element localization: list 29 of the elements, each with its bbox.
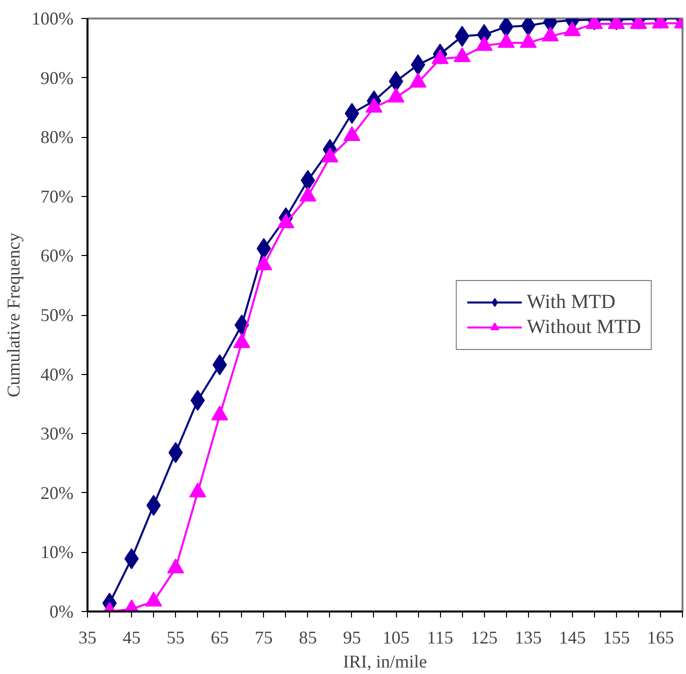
x-tick-label: 65: [210, 628, 229, 648]
y-tick-label: 10%: [40, 542, 74, 562]
x-tick-label: 95: [342, 628, 361, 648]
x-tick-label: 125: [470, 628, 498, 648]
x-tick-label: 55: [166, 628, 185, 648]
x-tick-label: 105: [382, 628, 410, 648]
x-tick-label: 75: [254, 628, 273, 648]
legend-label: Without MTD: [526, 316, 641, 338]
y-tick-label: 50%: [40, 305, 74, 325]
x-axis-title: IRI, in/mile: [343, 652, 428, 672]
y-tick-label: 100%: [32, 8, 74, 28]
legend-label: With MTD: [526, 290, 616, 314]
x-tick-label: 35: [78, 628, 96, 648]
y-tick-label: 40%: [40, 364, 74, 384]
x-tick-label: 145: [558, 628, 586, 648]
y-tick-label: 80%: [40, 127, 74, 148]
y-tick-label: 90%: [40, 68, 74, 88]
x-tick-label: 135: [514, 628, 542, 648]
y-tick-label: 20%: [40, 482, 74, 503]
y-tick-label: 60%: [40, 246, 74, 266]
y-tick-label: 70%: [40, 186, 74, 206]
x-tick-label: 165: [646, 628, 674, 648]
y-tick-label: 0%: [50, 602, 74, 622]
x-tick-label: 85: [298, 628, 317, 648]
y-axis-title: Cumulative Frequency: [4, 232, 24, 398]
x-tick-label: 45: [122, 628, 141, 648]
x-tick-label: 155: [602, 628, 630, 648]
x-tick-label: 115: [426, 628, 454, 648]
y-tick-label: 30%: [40, 424, 74, 444]
